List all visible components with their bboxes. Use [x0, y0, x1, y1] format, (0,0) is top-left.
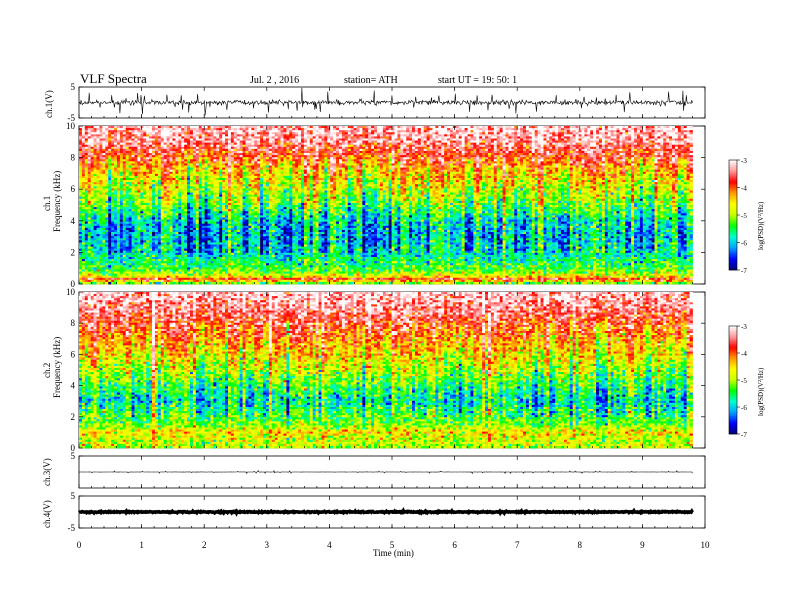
colorbar-tick-label: -5: [741, 377, 747, 385]
ch3-voltage-axis-label: ch.3(V): [42, 458, 52, 486]
station-label: station= ATH: [344, 75, 398, 86]
x-tick-label: 1: [139, 540, 144, 550]
ch2-channel-label: ch.2: [42, 363, 52, 378]
ch2-colorbar: -3 -4 -5 -6 -7: [728, 323, 747, 439]
y-tick-label: 6: [71, 184, 76, 194]
colorbar-tick-label: -6: [741, 240, 747, 248]
ch1-waveform-line: [78, 87, 693, 116]
y-tick-label: 4: [71, 216, 76, 226]
y-tick-label: 2: [71, 247, 76, 257]
ch1-spectrogram: [79, 126, 693, 285]
x-tick-label: 4: [327, 540, 332, 550]
colorbar-tick-label: -3: [741, 323, 747, 331]
ch1-channel-label: ch.1: [42, 196, 52, 211]
ch2-colorbar-label: log(PSD)(V²/Hz): [757, 367, 765, 416]
y-tick-label: 4: [71, 381, 76, 391]
x-tick-label: 2: [202, 540, 207, 550]
ch2-frequency-axis-label: Frequency (kHz): [52, 337, 62, 398]
y-tick-label: 6: [71, 349, 76, 359]
ch4-voltage-axis-label: ch.4(V): [42, 500, 52, 528]
y-tick-label: 10: [66, 287, 76, 297]
x-tick-label: 9: [640, 540, 645, 550]
colorbar-tick-label: -4: [741, 350, 747, 358]
colorbar-tick-label: -7: [741, 267, 747, 275]
y-tick-label: 8: [71, 153, 76, 163]
x-tick-label: 5: [390, 540, 395, 550]
y-tick-label: 8: [71, 318, 76, 328]
ch1-colorbar-label: log(PSD)(V²/Hz): [757, 201, 765, 250]
y-tick-label: 2: [71, 412, 76, 422]
x-tick-label: 8: [578, 540, 583, 550]
x-tick-label: 7: [515, 540, 520, 550]
date-label: Jul. 2 , 2016: [250, 75, 299, 86]
colorbar-tick-label: -6: [741, 404, 747, 412]
x-tick-label: 6: [452, 540, 457, 550]
ch1-colorbar: -3 -4 -5 -6 -7: [728, 157, 747, 275]
colorbar-tick-label: -4: [741, 185, 747, 193]
y-tick-label: 0: [71, 279, 76, 289]
colorbar-tick-label: -7: [741, 431, 747, 439]
start-time-label: start UT = 19: 50: 1: [438, 75, 517, 86]
y-tick-label: 5: [71, 82, 76, 92]
ch1-voltage-axis-label: ch.1(V): [44, 90, 54, 118]
ch1-waveform-frame: [78, 86, 706, 119]
y-tick-label: -5: [68, 523, 76, 533]
y-tick-label: -5: [68, 113, 76, 123]
ch2-spectrogram: [79, 292, 693, 449]
colorbar-tick-label: -3: [741, 157, 747, 165]
axis-ticks: [78, 86, 706, 529]
x-tick-label: 0: [77, 540, 82, 550]
x-axis-label: Time (min): [373, 548, 414, 558]
x-tick-label: 3: [265, 540, 270, 550]
ch1-frequency-axis-label: Frequency (kHz): [52, 171, 62, 232]
x-tick-label: 10: [701, 540, 711, 550]
y-tick-label: 5: [71, 451, 76, 461]
figure-title: VLF Spectra: [80, 71, 147, 86]
y-tick-label: 0: [71, 443, 76, 453]
colorbar-tick-label: -5: [741, 212, 747, 220]
y-tick-label: 5: [71, 491, 76, 501]
y-tick-label: 10: [66, 121, 76, 131]
ch4-waveform-line: [77, 507, 694, 517]
ch3-waveform-line: [78, 469, 693, 475]
